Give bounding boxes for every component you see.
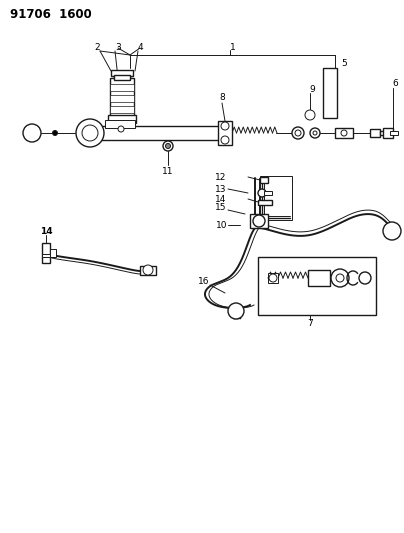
Circle shape: [341, 130, 347, 136]
Bar: [323, 68, 337, 118]
Text: 12: 12: [215, 173, 227, 182]
Bar: [110, 106, 134, 113]
Circle shape: [359, 272, 371, 284]
Bar: [218, 121, 232, 145]
Text: 14: 14: [215, 196, 227, 205]
Bar: [264, 191, 272, 195]
Circle shape: [269, 274, 277, 282]
Text: 3: 3: [115, 44, 121, 52]
Circle shape: [310, 128, 320, 138]
Bar: [140, 266, 156, 275]
Bar: [42, 254, 50, 257]
Bar: [380, 131, 388, 135]
Text: 2: 2: [94, 44, 100, 52]
Circle shape: [305, 110, 315, 120]
Bar: [110, 78, 134, 118]
Text: 91706  1600: 91706 1600: [10, 7, 92, 20]
Bar: [260, 176, 292, 220]
Text: 16: 16: [198, 278, 210, 287]
Circle shape: [336, 274, 344, 282]
Bar: [258, 200, 272, 205]
Text: 6: 6: [392, 79, 398, 88]
Bar: [308, 270, 330, 286]
Circle shape: [292, 127, 304, 139]
Circle shape: [331, 269, 349, 287]
Bar: [250, 214, 268, 228]
Bar: [42, 243, 50, 263]
Bar: [268, 273, 278, 283]
Circle shape: [53, 131, 57, 135]
Bar: [258, 257, 376, 315]
Circle shape: [258, 189, 266, 197]
Circle shape: [253, 215, 265, 227]
Bar: [111, 70, 133, 76]
Bar: [370, 129, 380, 137]
Text: 14: 14: [40, 227, 52, 236]
Text: 8: 8: [219, 93, 225, 102]
Circle shape: [118, 126, 124, 132]
Bar: [50, 249, 56, 257]
Circle shape: [76, 119, 104, 147]
Circle shape: [383, 222, 401, 240]
Text: 5: 5: [341, 60, 347, 69]
Bar: [114, 75, 130, 80]
Circle shape: [221, 122, 229, 130]
Circle shape: [313, 131, 317, 135]
Circle shape: [221, 136, 229, 144]
Text: A: A: [389, 227, 395, 236]
Circle shape: [163, 141, 173, 151]
Text: 10: 10: [216, 221, 228, 230]
Text: 9: 9: [309, 85, 315, 93]
Text: 11: 11: [162, 166, 174, 175]
Bar: [110, 95, 134, 102]
Bar: [108, 115, 136, 123]
Text: A: A: [29, 128, 35, 138]
Text: 13: 13: [215, 184, 227, 193]
Text: 15: 15: [215, 204, 227, 213]
Text: 4: 4: [137, 44, 143, 52]
Bar: [90, 126, 220, 140]
Bar: [335, 128, 353, 138]
Circle shape: [23, 124, 41, 142]
Bar: [110, 84, 134, 91]
Circle shape: [228, 303, 244, 319]
Text: 1: 1: [230, 43, 236, 52]
Bar: [105, 120, 135, 128]
Bar: [260, 177, 268, 183]
Bar: [383, 128, 393, 138]
Circle shape: [82, 125, 98, 141]
Text: 7: 7: [307, 319, 313, 327]
Bar: [390, 131, 398, 135]
Circle shape: [143, 265, 153, 275]
Circle shape: [166, 143, 170, 149]
Circle shape: [295, 130, 301, 136]
